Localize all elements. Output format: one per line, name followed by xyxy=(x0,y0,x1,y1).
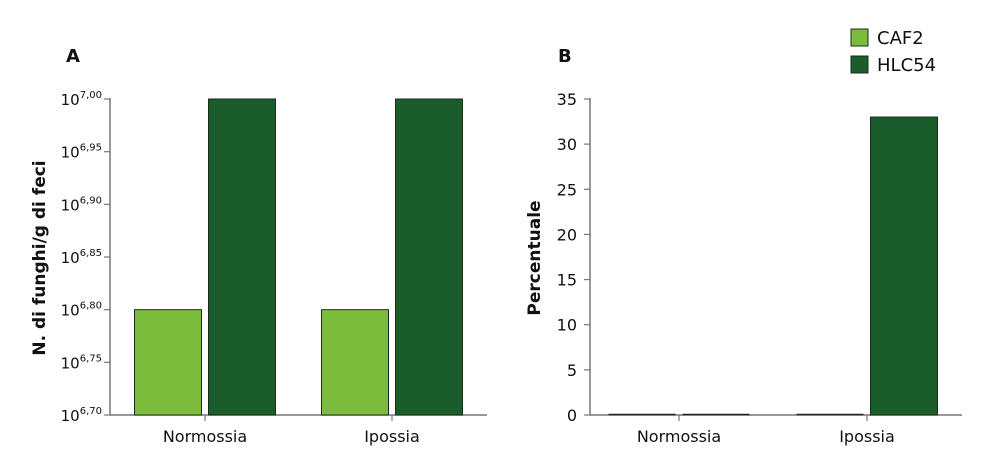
panel-b-y-axis-title: Percentuale xyxy=(525,200,545,315)
panel-b-label: B xyxy=(558,46,572,67)
panel-b-y-tick-label: 15 xyxy=(557,271,577,290)
panel-a-bar-hlc54-normossia xyxy=(208,98,276,416)
panel-b-y-tick-label: 25 xyxy=(557,180,577,199)
panel-b-y-tick-label: 35 xyxy=(557,90,577,109)
panel-b-y-tick-label: 20 xyxy=(557,225,577,244)
panel-a-y-tick-label: 106,70 xyxy=(61,406,102,425)
panel-b-y-tick-label: 30 xyxy=(557,135,577,154)
legend-label-hlc54: HLC54 xyxy=(877,55,936,76)
panel-b-y-tick-label: 5 xyxy=(567,361,577,380)
panel-b-y-tick-label: 10 xyxy=(557,316,577,335)
panel-a-y-axis-title: N. di funghi/g di feci xyxy=(30,160,50,355)
panel-a-y-tick-label: 106,85 xyxy=(61,248,102,267)
panel-a-y-tick-label: 107,00 xyxy=(61,90,102,109)
panel-a-y-tick-label: 106,75 xyxy=(61,353,102,372)
panel-a-y-tick-label: 106,95 xyxy=(61,143,102,162)
panel-b-y-tick-label: 0 xyxy=(567,406,577,425)
legend-label-caf2: CAF2 xyxy=(877,28,924,49)
panel-b-bar-hlc54-ipossia xyxy=(870,116,938,416)
panel-a-y-tick-label: 106,90 xyxy=(61,195,102,214)
legend-swatch-hlc54 xyxy=(850,55,869,74)
panel-a-y-tick-label: 106,80 xyxy=(61,301,102,320)
panel-b-plot: 0 5 10 15 20 25 30 35 Normossia Ipossia xyxy=(557,90,962,446)
panel-a-x-tick-label: Ipossia xyxy=(364,427,420,446)
panel-a-label: A xyxy=(66,46,80,67)
legend: CAF2 HLC54 xyxy=(850,28,936,76)
panel-b-x-tick-label: Ipossia xyxy=(839,427,895,446)
panel-a-bar-hlc54-ipossia xyxy=(395,98,463,416)
legend-swatch-caf2 xyxy=(850,28,869,47)
panel-b-x-tick-label: Normossia xyxy=(637,427,721,446)
panel-a-x-tick-label: Normossia xyxy=(163,427,247,446)
panel-a-bar-caf2-ipossia xyxy=(321,309,389,416)
panel-a-plot: 106,70 106,75 106,80 106,85 106,90 106,95 107,… xyxy=(61,90,487,446)
panel-a-bar-caf2-normossia xyxy=(134,309,202,416)
